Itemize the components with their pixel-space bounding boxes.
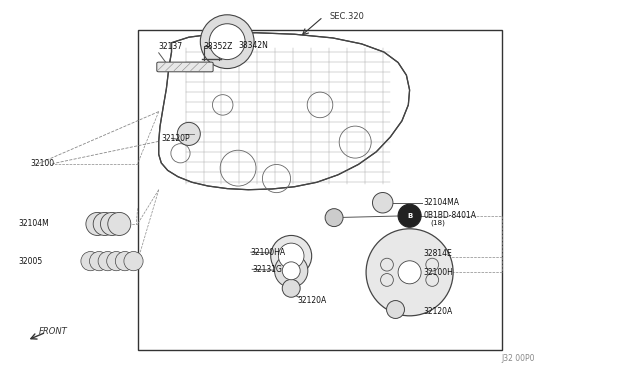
Text: 32104M: 32104M bbox=[18, 219, 49, 228]
Ellipse shape bbox=[108, 212, 131, 235]
Text: J32 00P0: J32 00P0 bbox=[501, 354, 534, 363]
Text: 32100HA: 32100HA bbox=[251, 248, 286, 257]
Text: 32005: 32005 bbox=[18, 257, 42, 266]
Ellipse shape bbox=[86, 212, 109, 235]
Ellipse shape bbox=[100, 212, 124, 235]
Ellipse shape bbox=[271, 235, 312, 276]
Text: B: B bbox=[407, 213, 412, 219]
Bar bbox=[138, 30, 502, 350]
Ellipse shape bbox=[282, 279, 300, 297]
Ellipse shape bbox=[81, 251, 100, 271]
Text: 32131G: 32131G bbox=[252, 265, 282, 274]
Ellipse shape bbox=[366, 229, 453, 316]
Text: SEC.320: SEC.320 bbox=[330, 12, 364, 21]
Text: 32814E: 32814E bbox=[424, 249, 452, 258]
Ellipse shape bbox=[124, 251, 143, 271]
Text: (18): (18) bbox=[430, 220, 445, 227]
Text: 32120A: 32120A bbox=[424, 307, 453, 316]
Ellipse shape bbox=[387, 301, 404, 318]
Ellipse shape bbox=[115, 251, 134, 271]
Ellipse shape bbox=[177, 122, 200, 145]
FancyBboxPatch shape bbox=[157, 62, 213, 72]
Ellipse shape bbox=[98, 251, 117, 271]
Text: 32100H: 32100H bbox=[424, 268, 454, 277]
Text: 0B1BD-8401A: 0B1BD-8401A bbox=[424, 211, 477, 220]
Text: 32120A: 32120A bbox=[298, 296, 327, 305]
Ellipse shape bbox=[275, 254, 308, 288]
Ellipse shape bbox=[93, 212, 116, 235]
Polygon shape bbox=[159, 33, 410, 190]
Ellipse shape bbox=[200, 15, 254, 68]
Text: 32100: 32100 bbox=[31, 159, 55, 168]
Ellipse shape bbox=[107, 251, 126, 271]
Ellipse shape bbox=[398, 261, 421, 284]
Text: 32104MA: 32104MA bbox=[424, 198, 460, 207]
Text: FRONT: FRONT bbox=[38, 327, 67, 336]
Ellipse shape bbox=[398, 204, 421, 227]
Ellipse shape bbox=[209, 24, 245, 60]
Ellipse shape bbox=[325, 209, 343, 227]
Ellipse shape bbox=[90, 251, 109, 271]
Text: 38352Z: 38352Z bbox=[204, 42, 233, 51]
Ellipse shape bbox=[282, 262, 300, 280]
Text: 38342N: 38342N bbox=[238, 41, 268, 50]
Ellipse shape bbox=[372, 192, 393, 213]
Ellipse shape bbox=[278, 243, 304, 269]
Text: 32137: 32137 bbox=[159, 42, 183, 51]
Text: 32120P: 32120P bbox=[161, 134, 190, 143]
